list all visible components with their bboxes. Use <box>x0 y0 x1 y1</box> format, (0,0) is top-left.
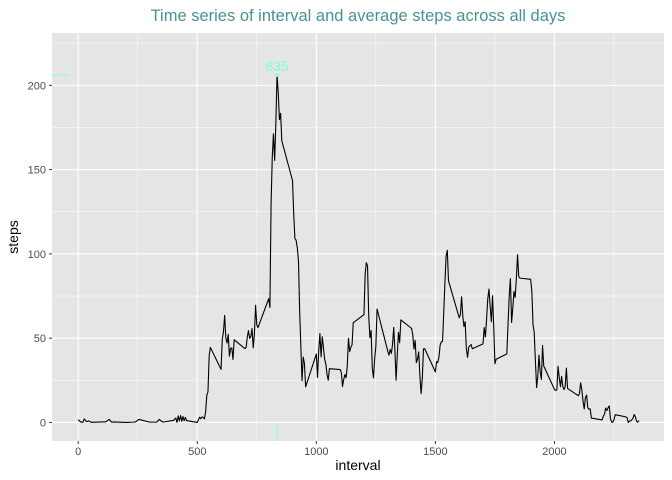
x-axis-title: interval <box>335 457 380 473</box>
y-axis-title: steps <box>5 220 21 253</box>
chart-title: Time series of interval and average step… <box>151 7 566 25</box>
x-tick-label: 2000 <box>542 446 566 458</box>
x-axis: 0 500 1000 1500 2000 <box>75 441 567 458</box>
series-line <box>77 74 640 423</box>
grid-lines <box>52 33 664 441</box>
plot-panel <box>52 33 664 441</box>
max-point-label: 835 <box>265 58 289 74</box>
max-point-marker <box>275 73 279 77</box>
x-tick-label: 0 <box>75 446 81 458</box>
x-tick-label: 1000 <box>304 446 328 458</box>
y-tick-label: 100 <box>28 249 46 261</box>
x-tick-label: 1500 <box>423 446 447 458</box>
series-layer <box>77 74 640 423</box>
y-tick-label: 50 <box>34 333 46 345</box>
y-tick-label: 150 <box>28 165 46 177</box>
y-tick-label: 200 <box>28 80 46 92</box>
annotation-layer: 835 <box>52 58 289 441</box>
y-tick-label: 0 <box>40 417 46 429</box>
y-axis: 0 50 100 150 200 <box>28 80 52 429</box>
x-tick-label: 500 <box>188 446 206 458</box>
